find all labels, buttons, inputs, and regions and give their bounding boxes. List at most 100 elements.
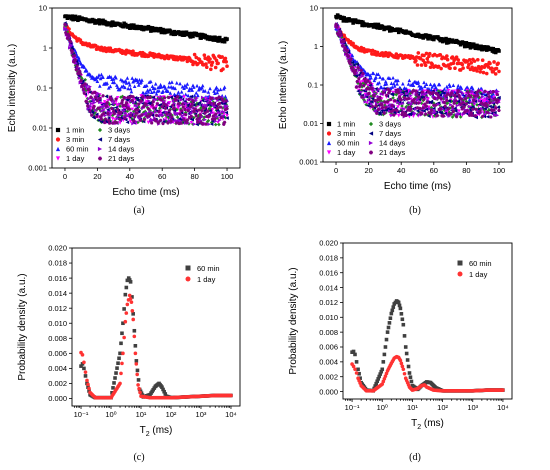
legend-entry: 60 min: [469, 259, 492, 268]
data-point: [399, 98, 404, 102]
y-tick-label: 0.016: [319, 268, 338, 277]
data-point: [389, 105, 394, 110]
data-point: [497, 95, 501, 100]
data-point: [145, 83, 149, 88]
data-point: [196, 93, 200, 98]
data-point: [161, 110, 165, 115]
data-point: [102, 111, 106, 115]
data-point: [486, 96, 491, 101]
data-point: [453, 106, 457, 111]
data-point: [466, 90, 470, 94]
data-point: [472, 94, 477, 98]
data-point: [217, 95, 221, 99]
x-tick-label: 60: [158, 172, 166, 181]
data-point: [473, 99, 478, 104]
data-point: [135, 368, 140, 373]
data-point: [79, 79, 83, 83]
data-point: [448, 84, 452, 88]
y-tick-label: 0.001: [28, 164, 47, 173]
data-point: [448, 106, 452, 110]
data-point: [168, 91, 173, 95]
data-point: [139, 99, 143, 103]
data-point: [218, 105, 223, 109]
data-point: [386, 325, 391, 330]
y-tick-label: 0.016: [48, 274, 67, 283]
data-point: [166, 96, 171, 100]
x-tick-label: 10²: [166, 410, 177, 419]
data-point: [354, 85, 359, 89]
data-point: [366, 91, 371, 96]
data-point: [419, 101, 424, 106]
data-point: [359, 90, 364, 94]
data-point: [396, 91, 401, 95]
data-point: [474, 107, 478, 111]
data-point: [130, 309, 135, 313]
data-point: [355, 80, 360, 84]
data-point: [93, 108, 98, 112]
data-point: [431, 91, 435, 95]
legend-entry: 7 days: [108, 135, 130, 144]
data-point: [140, 78, 144, 82]
data-point: [146, 90, 151, 94]
data-point: [406, 82, 411, 86]
data-point: [186, 109, 190, 113]
data-point: [462, 110, 467, 114]
data-point: [149, 121, 154, 125]
data-point: [192, 52, 197, 57]
x-tick-label: 10¹: [136, 410, 147, 419]
data-point: [489, 115, 493, 119]
data-point: [457, 94, 461, 98]
data-point: [140, 101, 145, 106]
data-point: [422, 109, 426, 113]
y-tick-label: 0.008: [319, 328, 338, 337]
legend-entry: 1 day: [197, 275, 216, 284]
data-point: [208, 101, 212, 105]
legend-marker: [55, 127, 61, 133]
data-point: [207, 122, 212, 127]
data-point: [478, 70, 483, 74]
data-point: [488, 61, 492, 66]
data-point: [414, 58, 418, 63]
data-point: [361, 84, 366, 88]
legend-marker: [326, 150, 332, 155]
data-point: [437, 82, 442, 87]
data-point: [383, 106, 388, 110]
data-point: [495, 113, 500, 118]
data-point: [120, 361, 124, 366]
y-tick-label: 0.020: [48, 244, 67, 253]
data-point: [134, 359, 139, 363]
data-point: [368, 81, 373, 85]
data-point: [411, 83, 416, 88]
data-point: [136, 102, 141, 106]
data-point: [132, 328, 137, 333]
data-point: [126, 86, 130, 91]
data-point: [206, 118, 211, 123]
data-point: [111, 386, 115, 390]
data-point: [162, 96, 167, 100]
data-point: [220, 55, 224, 59]
data-point: [168, 112, 173, 116]
x-axis-label: T2 (ms): [411, 418, 444, 431]
data-point: [124, 101, 129, 105]
data-point: [139, 80, 143, 84]
data-point: [451, 110, 456, 114]
data-point: [425, 95, 430, 100]
data-point: [351, 349, 356, 354]
data-point: [183, 113, 188, 117]
data-point: [168, 104, 173, 109]
data-point: [212, 102, 216, 106]
data-point: [376, 94, 381, 99]
data-point: [141, 105, 146, 109]
data-point: [383, 100, 387, 104]
data-point: [412, 97, 417, 102]
data-point: [420, 90, 425, 94]
legend-marker: [326, 121, 332, 127]
data-point: [148, 109, 152, 114]
data-point: [417, 112, 421, 117]
data-point: [381, 360, 386, 364]
data-point: [118, 87, 122, 91]
data-point: [488, 101, 492, 105]
data-point: [396, 100, 400, 105]
data-point: [183, 104, 188, 109]
data-point: [471, 99, 476, 103]
